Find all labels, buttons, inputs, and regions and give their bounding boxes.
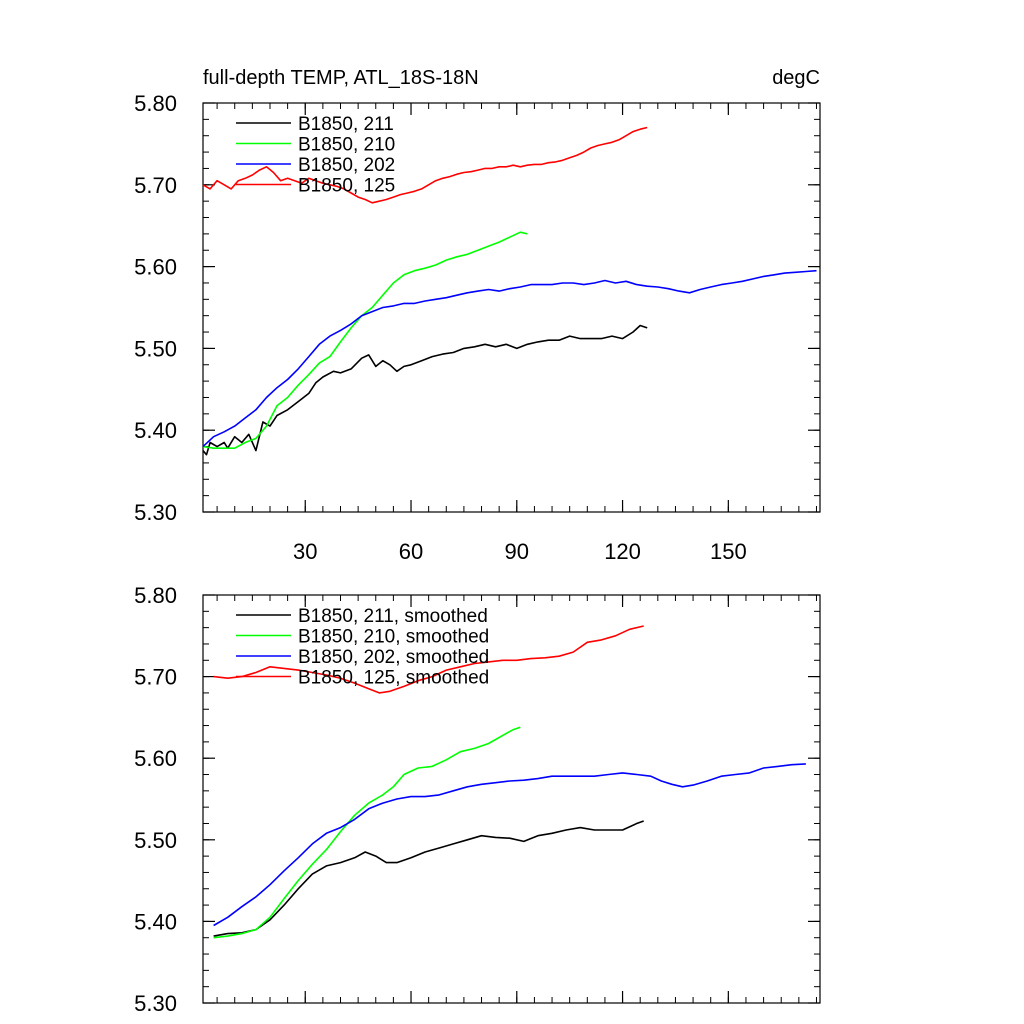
chart-title: full-depth TEMP, ATL_18S-18N	[203, 67, 479, 89]
series-line	[213, 763, 806, 927]
bottom-chart-panel: 5.30 5.40 5.50 5.60 5.70 5.80 B1850, 211, smoo…	[134, 583, 821, 1016]
top-chart-panel: 5.30 5.40 5.50 5.60 5.70 5.80 30 60 90 120 150 full…	[134, 67, 821, 564]
x-tick-label: 30	[293, 539, 317, 564]
x-tick-label: 90	[505, 539, 529, 564]
y-tick-label: 5.50	[134, 336, 177, 361]
series-line	[213, 820, 644, 937]
series-line	[202, 231, 528, 449]
y-tick-label: 5.30	[134, 500, 177, 525]
chart-units: degC	[772, 67, 820, 89]
y-tick-label: 5.60	[134, 255, 177, 280]
legend-label: B1850, 210	[298, 135, 395, 156]
series-line	[202, 126, 648, 204]
legend-label: B1850, 210, smoothed	[298, 627, 489, 648]
legend-label: B1850, 202	[298, 155, 395, 176]
legend-label: B1850, 125, smoothed	[298, 668, 489, 689]
y-tick-label: 5.40	[134, 909, 177, 934]
x-tick-label: 120	[604, 539, 641, 564]
y-tick-label: 5.80	[134, 583, 177, 608]
legend-label: B1850, 202, smoothed	[298, 647, 489, 668]
legend-label: B1850, 125	[298, 176, 395, 197]
plot-frame	[202, 594, 821, 1004]
series-line	[213, 625, 644, 694]
y-tick-label: 5.60	[134, 746, 177, 771]
legend-label: B1850, 211, smoothed	[298, 606, 488, 627]
legend-label: B1850, 211	[298, 114, 394, 135]
y-tick-label: 5.50	[134, 828, 177, 853]
plot-frame	[202, 102, 821, 513]
y-tick-label: 5.40	[134, 418, 177, 443]
x-tick-label: 150	[710, 539, 747, 564]
series-line	[202, 269, 817, 448]
y-tick-label: 5.70	[134, 173, 177, 198]
series-line	[213, 726, 521, 939]
y-tick-label: 5.80	[134, 91, 177, 116]
y-tick-label: 5.70	[134, 665, 177, 690]
series-line	[202, 324, 648, 456]
x-tick-label: 60	[399, 539, 423, 564]
y-tick-label: 5.30	[134, 991, 177, 1016]
